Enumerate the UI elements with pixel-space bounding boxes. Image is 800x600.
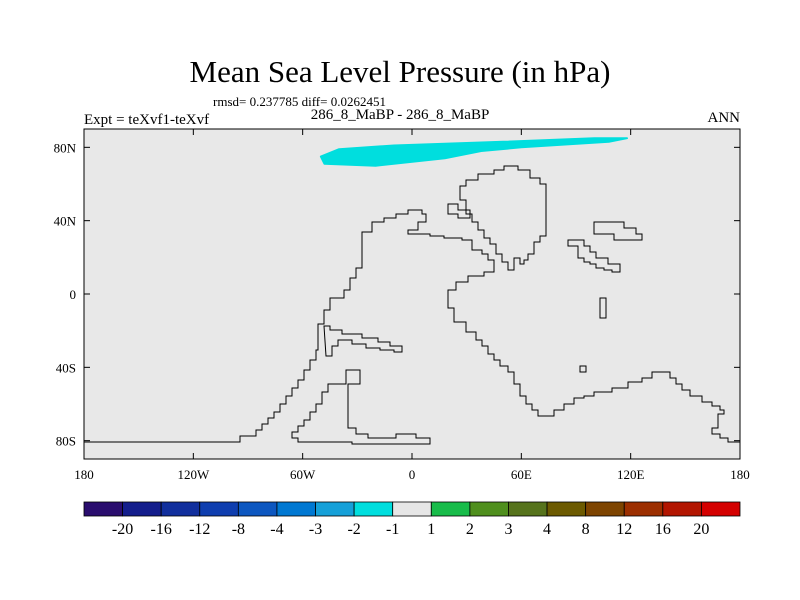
colorbar-box	[276, 501, 316, 517]
colorbar-box	[585, 501, 625, 517]
coastline-west-continent	[84, 209, 740, 443]
colorbar-label: -8	[232, 521, 245, 538]
x-tick-label: 60E	[511, 467, 532, 482]
colorbar-box	[508, 501, 548, 517]
colorbar-box	[160, 501, 201, 517]
coastline-east-fragment	[567, 239, 621, 273]
case-label: 286_8_MaBP - 286_8_MaBP	[310, 107, 490, 123]
colorbar: -20 -16 -12 -8 -4 -3 -2 -1 1 2 3 4 8 12 16 20	[83, 501, 741, 538]
coastlines	[84, 165, 740, 445]
colorbar-box	[701, 501, 741, 517]
coastline-narrow-island	[599, 297, 607, 319]
season-label: ANN	[707, 110, 741, 126]
coastline-north-ring	[459, 165, 547, 271]
x-tick-label: 180	[730, 467, 750, 482]
y-tick-label: 80S	[56, 434, 76, 449]
coastline-bay-west	[323, 325, 403, 357]
plot-title: Mean Sea Level Pressure (in hPa)	[189, 54, 611, 89]
colorbar-label: 20	[693, 521, 709, 538]
colorbar-box	[315, 501, 355, 517]
colorbar-label: 1	[427, 521, 435, 538]
colorbar-label: -12	[189, 521, 210, 538]
colorbar-label: 8	[582, 521, 590, 538]
coastline-small-island	[447, 203, 471, 219]
colorbar-label: -4	[270, 521, 283, 538]
colorbar-box	[469, 501, 509, 517]
colorbar-label: -16	[151, 521, 172, 538]
coastline-south-island	[291, 369, 431, 445]
colorbar-label: 4	[543, 521, 551, 538]
colorbar-label: 2	[466, 521, 474, 538]
y-tick-label: 40N	[54, 214, 77, 229]
colorbar-label: 16	[655, 521, 671, 538]
colorbar-label: -2	[347, 521, 360, 538]
y-tick-label: 40S	[56, 360, 76, 375]
coastline-east-island	[593, 221, 643, 241]
x-tick-label: 120E	[617, 467, 645, 482]
colorbar-label: 12	[616, 521, 632, 538]
stats-label: rmsd= 0.237785 diff= 0.0262451	[213, 94, 386, 109]
x-tick-label: 60W	[290, 467, 316, 482]
colorbar-box	[662, 501, 702, 517]
coastline-tiny-island	[579, 365, 587, 373]
y-tick-label: 80N	[54, 140, 77, 155]
x-tick-label: 120W	[177, 467, 210, 482]
colorbar-label: 3	[504, 521, 512, 538]
colorbar-box	[430, 501, 471, 517]
colorbar-box	[392, 501, 432, 517]
x-tick-label: 0	[409, 467, 416, 482]
colorbar-label: -1	[386, 521, 399, 538]
x-tick-label: 180	[74, 467, 94, 482]
colorbar-box	[199, 501, 239, 517]
colorbar-box	[122, 501, 162, 517]
colorbar-box	[237, 501, 278, 517]
colorbar-box	[546, 501, 587, 517]
expt-label: Expt = teXvf1-teXvf	[84, 112, 210, 128]
anomaly-region	[319, 137, 628, 167]
colorbar-box	[83, 501, 123, 517]
y-tick-label: 0	[70, 287, 77, 302]
colorbar-label: -20	[112, 521, 133, 538]
colorbar-box	[353, 501, 394, 517]
colorbar-box	[623, 501, 664, 517]
colorbar-label: -3	[309, 521, 322, 538]
axis-ticks: 180 120W 60W 0 60E 120E 180 80N 40N 0 40S 80S	[54, 129, 750, 482]
map-panel	[84, 129, 740, 459]
